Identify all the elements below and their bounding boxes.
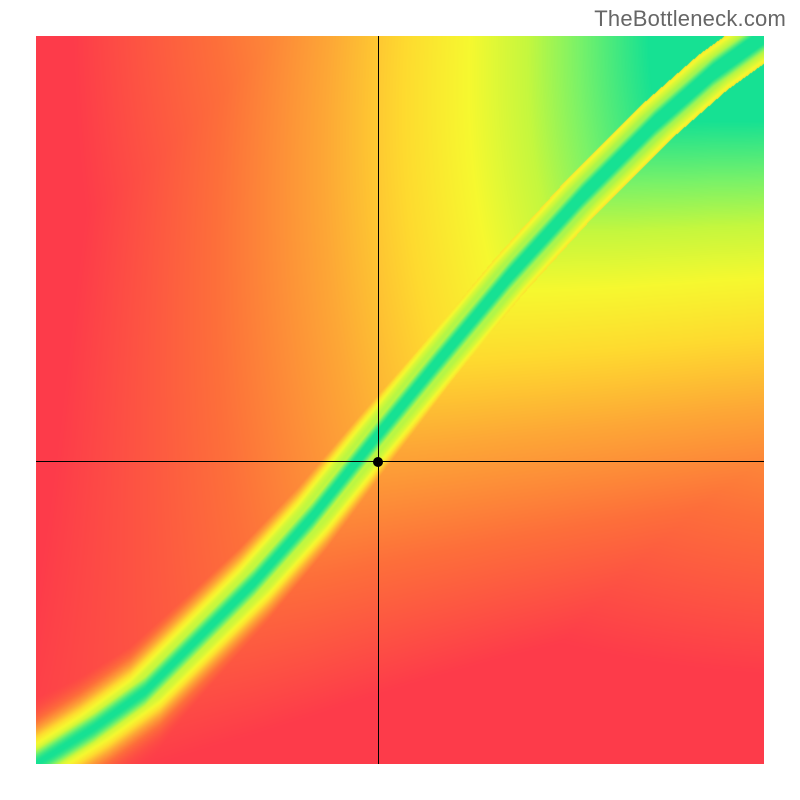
figure-root: TheBottleneck.com (0, 0, 800, 800)
heatmap-canvas (36, 36, 764, 764)
heatmap-plot-area (36, 36, 764, 764)
watermark-text: TheBottleneck.com (594, 6, 786, 32)
